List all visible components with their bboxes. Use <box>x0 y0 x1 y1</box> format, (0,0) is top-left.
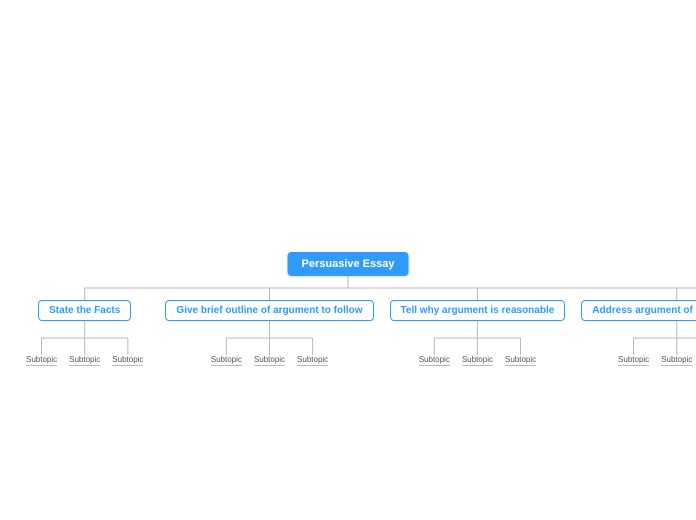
branch-row: State the FactsSubtopicSubtopicSubtopicG… <box>12 300 696 367</box>
branch-node[interactable]: Address argument of the other side Subtop… <box>581 300 696 367</box>
subtopic-label[interactable]: Subtopic <box>211 355 242 366</box>
subtopic-label[interactable]: Subtopic <box>661 355 692 366</box>
subtopic-row: SubtopicSubtopicSubtopic <box>581 349 696 367</box>
branch-label: State the Facts <box>38 300 131 321</box>
root-label: Persuasive Essay <box>302 258 395 270</box>
subtopic-label[interactable]: Subtopic <box>419 355 450 366</box>
subtopic-label[interactable]: Subtopic <box>462 355 493 366</box>
subtopic-label[interactable]: Subtopic <box>26 355 57 366</box>
subtopic-row: Subtopic Subtopic Subtopic <box>165 349 373 367</box>
branch-node[interactable]: Tell why argument is reasonableSubtopicS… <box>390 300 566 367</box>
subtopic-label[interactable]: Subtopic <box>618 355 649 366</box>
subtopic-label[interactable]: Subtopic <box>297 355 328 366</box>
subtopic-label[interactable]: Subtopic <box>112 355 143 366</box>
subtopic-row: Subtopic Subtopic Subtopic <box>20 349 149 367</box>
subtopic-label[interactable]: Subtopic <box>254 355 285 366</box>
mindmap-root-node[interactable]: Persuasive Essay <box>288 252 409 276</box>
branch-node[interactable]: State the Facts Subtopic Subtopic Subtopic <box>20 300 149 367</box>
branch-label: Tell why argument is reasonable <box>390 300 566 321</box>
subtopic-label[interactable]: Subtopic <box>505 355 536 366</box>
subtopic-row: Subtopic Subtopic Subtopic <box>390 349 566 367</box>
branch-label: Address argument of the other side <box>581 300 696 321</box>
branch-label: Give brief outline of argument to follow <box>165 300 373 321</box>
branch-node[interactable]: Give brief outline of argument to follow… <box>165 300 373 367</box>
subtopic-label[interactable]: Subtopic <box>69 355 100 366</box>
